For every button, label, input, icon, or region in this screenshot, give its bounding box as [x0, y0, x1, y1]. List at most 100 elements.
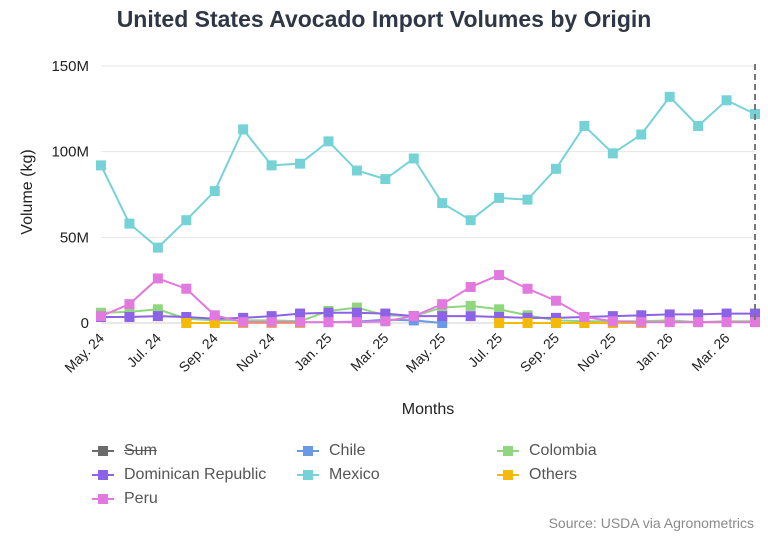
- data-point-colombia[interactable]: [494, 304, 505, 315]
- data-point-mexico[interactable]: [351, 165, 362, 176]
- data-point-peru[interactable]: [607, 316, 618, 327]
- data-point-mexico[interactable]: [238, 124, 249, 135]
- y-tick-label: 150M: [51, 58, 89, 75]
- data-point-peru[interactable]: [465, 282, 476, 293]
- source-note: Source: USDA via Agronometrics: [548, 515, 754, 531]
- legend-item-dominican-republic[interactable]: Dominican Republic: [92, 466, 266, 484]
- data-point-mexico[interactable]: [295, 158, 306, 169]
- x-tick-label: Nov. 24: [233, 330, 278, 375]
- data-point-mexico[interactable]: [494, 192, 505, 203]
- data-point-mexico[interactable]: [607, 148, 618, 159]
- data-point-peru[interactable]: [750, 317, 760, 328]
- data-point-mexico[interactable]: [209, 186, 220, 197]
- data-point-colombia[interactable]: [465, 300, 476, 311]
- data-point-mexico[interactable]: [721, 95, 732, 106]
- series-line-mexico: [100, 95, 756, 249]
- data-point-mexico[interactable]: [124, 218, 135, 229]
- legend-label: Colombia: [529, 442, 597, 459]
- data-point-peru[interactable]: [636, 317, 647, 328]
- x-tick-label: Sep. 25: [517, 330, 563, 376]
- data-point-dominican-republic[interactable]: [380, 308, 391, 319]
- data-point-chile[interactable]: [437, 318, 448, 328]
- data-point-peru[interactable]: [124, 299, 135, 310]
- data-point-mexico[interactable]: [323, 136, 334, 147]
- legend-item-chile[interactable]: Chile: [297, 442, 365, 460]
- data-point-peru[interactable]: [209, 310, 220, 321]
- data-point-others[interactable]: [181, 318, 192, 328]
- data-point-peru[interactable]: [550, 295, 561, 306]
- legend-item-peru[interactable]: Peru: [92, 490, 158, 508]
- data-point-mexico[interactable]: [522, 194, 533, 205]
- data-point-peru[interactable]: [181, 283, 192, 294]
- series-group: [96, 91, 760, 328]
- legend-label: Chile: [329, 442, 366, 459]
- data-point-peru[interactable]: [323, 317, 334, 328]
- data-point-dominican-republic[interactable]: [607, 311, 618, 322]
- data-point-peru[interactable]: [96, 311, 106, 322]
- data-point-peru[interactable]: [266, 317, 277, 328]
- data-point-peru[interactable]: [664, 317, 675, 328]
- data-point-dominican-republic[interactable]: [152, 311, 163, 322]
- x-tick-label: Jan. 25: [291, 330, 335, 374]
- data-point-peru[interactable]: [152, 273, 163, 284]
- data-point-others[interactable]: [579, 318, 590, 328]
- data-point-others[interactable]: [494, 318, 505, 328]
- data-point-peru[interactable]: [238, 317, 249, 328]
- data-point-mexico[interactable]: [750, 108, 760, 119]
- data-point-dominican-republic[interactable]: [124, 312, 135, 323]
- data-point-dominican-republic[interactable]: [323, 307, 334, 318]
- x-tick-label: Jul. 24: [124, 330, 165, 371]
- data-point-peru[interactable]: [380, 316, 391, 327]
- data-point-peru[interactable]: [295, 317, 306, 328]
- data-point-peru[interactable]: [693, 317, 704, 328]
- data-point-colombia[interactable]: [152, 304, 163, 315]
- data-point-mexico[interactable]: [579, 120, 590, 131]
- data-point-dominican-republic[interactable]: [266, 311, 277, 322]
- series-peru: [96, 270, 760, 328]
- data-point-peru[interactable]: [721, 317, 732, 328]
- data-point-mexico[interactable]: [408, 153, 419, 164]
- data-point-peru[interactable]: [494, 270, 505, 281]
- y-tick-label: 50M: [60, 229, 89, 246]
- legend-item-sum[interactable]: Sum: [92, 442, 157, 460]
- data-point-dominican-republic[interactable]: [181, 312, 192, 323]
- data-point-mexico[interactable]: [181, 215, 192, 226]
- data-point-peru[interactable]: [522, 283, 533, 294]
- data-point-dominican-republic[interactable]: [295, 308, 306, 319]
- data-point-others[interactable]: [550, 318, 561, 328]
- data-point-peru[interactable]: [579, 312, 590, 323]
- data-point-dominican-republic[interactable]: [664, 309, 675, 320]
- data-point-peru[interactable]: [437, 299, 448, 310]
- data-point-dominican-republic[interactable]: [636, 310, 647, 321]
- data-point-mexico[interactable]: [550, 163, 561, 174]
- data-point-dominican-republic[interactable]: [351, 307, 362, 318]
- data-point-colombia[interactable]: [351, 302, 362, 313]
- data-point-mexico[interactable]: [152, 242, 163, 253]
- data-point-colombia[interactable]: [124, 306, 135, 317]
- data-point-dominican-republic[interactable]: [494, 312, 505, 323]
- data-point-others[interactable]: [522, 318, 533, 328]
- data-point-peru[interactable]: [351, 317, 362, 328]
- data-point-mexico[interactable]: [380, 174, 391, 185]
- legend-item-colombia[interactable]: Colombia: [497, 442, 597, 460]
- data-point-peru[interactable]: [408, 311, 419, 322]
- data-point-dominican-republic[interactable]: [721, 308, 732, 319]
- data-point-mexico[interactable]: [465, 215, 476, 226]
- data-point-dominican-republic[interactable]: [550, 312, 561, 323]
- legend-item-mexico[interactable]: Mexico: [297, 466, 380, 484]
- data-point-others[interactable]: [209, 318, 220, 328]
- data-point-dominican-republic[interactable]: [522, 312, 533, 323]
- data-point-dominican-republic[interactable]: [750, 308, 760, 319]
- legend-item-others[interactable]: Others: [497, 466, 577, 484]
- data-point-mexico[interactable]: [266, 160, 277, 171]
- data-point-mexico[interactable]: [96, 160, 106, 171]
- legend-marker: [497, 469, 519, 481]
- data-point-mexico[interactable]: [636, 129, 647, 140]
- data-point-mexico[interactable]: [437, 198, 448, 209]
- data-point-dominican-republic[interactable]: [437, 311, 448, 322]
- data-point-dominican-republic[interactable]: [465, 311, 476, 322]
- data-point-mexico[interactable]: [693, 120, 704, 131]
- data-point-mexico[interactable]: [664, 91, 675, 102]
- data-point-dominican-republic[interactable]: [693, 309, 704, 320]
- x-tick-label: Mar. 26: [688, 330, 732, 374]
